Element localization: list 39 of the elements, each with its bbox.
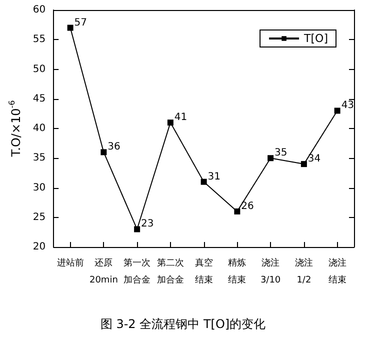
point — [100, 149, 107, 156]
x-tick-label: 还原20min — [89, 258, 118, 286]
data-label: 26 — [241, 200, 254, 212]
legend-label: T[O] — [303, 32, 328, 45]
x-tick-label: 第一次加合金 — [124, 258, 151, 286]
data-label: 57 — [74, 17, 88, 28]
x-tick-label: 精炼结束 — [228, 258, 246, 286]
x-tick-label: 浇注1/2 — [294, 258, 313, 286]
data-label: 41 — [174, 112, 188, 124]
point — [167, 120, 174, 126]
point — [134, 226, 140, 232]
y-tick-label: 60 — [32, 4, 46, 16]
y-tick-label: 35 — [32, 152, 46, 164]
data-label: 35 — [274, 148, 288, 159]
x-tick-label: 浇注结束 — [328, 258, 346, 286]
data-label: 23 — [141, 218, 154, 230]
point — [268, 155, 274, 162]
y-tick-label: 45 — [32, 93, 46, 104]
y-tick-label: 20 — [32, 242, 46, 252]
y-tick-label: 25 — [32, 212, 46, 223]
x-tick-label: 浇注3/10 — [260, 258, 281, 286]
y-tick-label: 55 — [32, 34, 46, 46]
y-tick-label: 50 — [32, 64, 46, 75]
point — [234, 208, 240, 214]
point — [300, 161, 307, 168]
data-label: 34 — [308, 154, 321, 165]
text: 图 3-2 全流程钢中 T[O]的变化 — [100, 317, 266, 331]
y-axis-title: T.O/×10-6 — [8, 100, 23, 158]
y-tick-label: 40 — [32, 123, 46, 134]
data-label: 43 — [341, 100, 354, 112]
data-label: 36 — [108, 142, 120, 153]
point — [67, 24, 74, 31]
x-tick-label: 真空结束 — [194, 258, 213, 286]
point — [334, 108, 340, 114]
point — [200, 178, 207, 185]
data-label: 31 — [208, 171, 221, 182]
x-tick-label: 进站前 — [56, 258, 84, 268]
y-tick-label: 30 — [32, 182, 46, 194]
x-tick-label: 第二次加合金 — [156, 258, 184, 286]
